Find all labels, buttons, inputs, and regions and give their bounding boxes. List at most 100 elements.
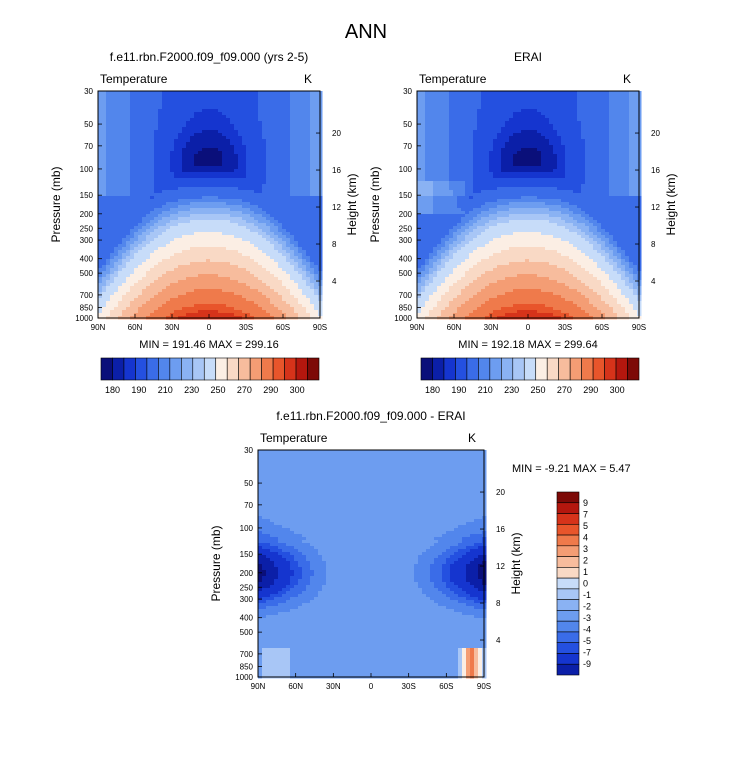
field-cell: [150, 91, 155, 95]
field-cell: [122, 202, 127, 206]
field-cell: [170, 265, 175, 269]
field-cell: [170, 262, 175, 266]
field-cell: [286, 190, 291, 194]
field-cell: [250, 259, 255, 263]
field-cell: [306, 256, 311, 260]
field-cell: [190, 118, 195, 122]
field-cell: [282, 232, 287, 236]
field-cell: [126, 151, 131, 155]
field-cell: [302, 247, 307, 251]
field-cell: [166, 232, 171, 236]
field-cell: [441, 301, 446, 305]
field-cell: [130, 154, 135, 158]
field-cell: [445, 145, 450, 149]
field-cell: [310, 154, 315, 158]
field-cell: [202, 136, 207, 140]
field-cell: [433, 112, 438, 116]
field-cell: [437, 298, 442, 302]
field-cell: [282, 301, 287, 305]
field-cell: [421, 271, 426, 275]
field-cell: [425, 313, 430, 317]
field-cell: [118, 304, 123, 308]
field-cell: [302, 157, 307, 161]
field-cell: [306, 259, 311, 263]
field-cell: [114, 97, 119, 101]
field-cell: [306, 238, 311, 242]
field-cell: [266, 106, 271, 110]
field-cell: [266, 304, 271, 308]
field-cell: [98, 172, 103, 176]
field-cell: [278, 259, 283, 263]
field-cell: [246, 220, 251, 224]
field-cell: [218, 313, 223, 317]
field-cell: [166, 190, 171, 194]
field-cell: [270, 235, 275, 239]
field-cell: [150, 103, 155, 107]
field-cell: [118, 163, 123, 167]
field-cell: [102, 154, 107, 158]
field-cell: [174, 289, 179, 293]
field-cell: [445, 232, 450, 236]
field-cell: [449, 172, 454, 176]
field-cell: [445, 286, 450, 290]
field-cell: [118, 133, 123, 137]
field-cell: [186, 217, 191, 221]
field-cell: [417, 289, 422, 293]
field-cell: [154, 139, 159, 143]
field-cell: [238, 283, 243, 287]
field-cell: [246, 202, 251, 206]
field-cell: [290, 292, 295, 296]
field-cell: [250, 268, 255, 272]
field-cell: [166, 130, 171, 134]
field-cell: [194, 205, 199, 209]
field-cell: [230, 166, 235, 170]
field-cell: [290, 91, 295, 95]
field-cell: [214, 256, 219, 260]
field-cell: [222, 94, 227, 98]
field-cell: [142, 262, 147, 266]
field-cell: [158, 205, 163, 209]
field-cell: [441, 286, 446, 290]
field-cell: [445, 187, 450, 191]
field-cell: [118, 124, 123, 128]
field-cell: [190, 274, 195, 278]
field-cell: [210, 232, 215, 236]
field-cell: [266, 229, 271, 233]
field-cell: [198, 181, 203, 185]
field-cell: [314, 229, 319, 233]
field-cell: [202, 181, 207, 185]
field-cell: [214, 100, 219, 104]
field-cell: [122, 223, 127, 227]
field-cell: [294, 214, 299, 218]
field-cell: [242, 103, 247, 107]
field-cell: [194, 97, 199, 101]
field-cell: [266, 109, 271, 113]
field-cell: [166, 166, 171, 170]
field-cell: [178, 118, 183, 122]
field-cell: [441, 157, 446, 161]
field-cell: [417, 145, 422, 149]
field-cell: [126, 292, 131, 296]
field-cell: [302, 295, 307, 299]
field-cell: [114, 301, 119, 305]
field-cell: [102, 103, 107, 107]
field-cell: [186, 271, 191, 275]
field-cell: [250, 124, 255, 128]
field-cell: [142, 214, 147, 218]
field-cell: [106, 304, 111, 308]
field-cell: [202, 241, 207, 245]
field-cell: [202, 169, 207, 173]
field-cell: [429, 301, 434, 305]
field-cell: [126, 211, 131, 215]
field-cell: [122, 127, 127, 131]
field-cell: [290, 154, 295, 158]
field-cell: [106, 289, 111, 293]
field-cell: [178, 202, 183, 206]
field-cell: [254, 271, 259, 275]
field-cell: [266, 166, 271, 170]
field-cell: [182, 184, 187, 188]
field-cell: [198, 280, 203, 284]
field-cell: [102, 220, 107, 224]
field-cell: [310, 136, 315, 140]
field-cell: [262, 283, 267, 287]
